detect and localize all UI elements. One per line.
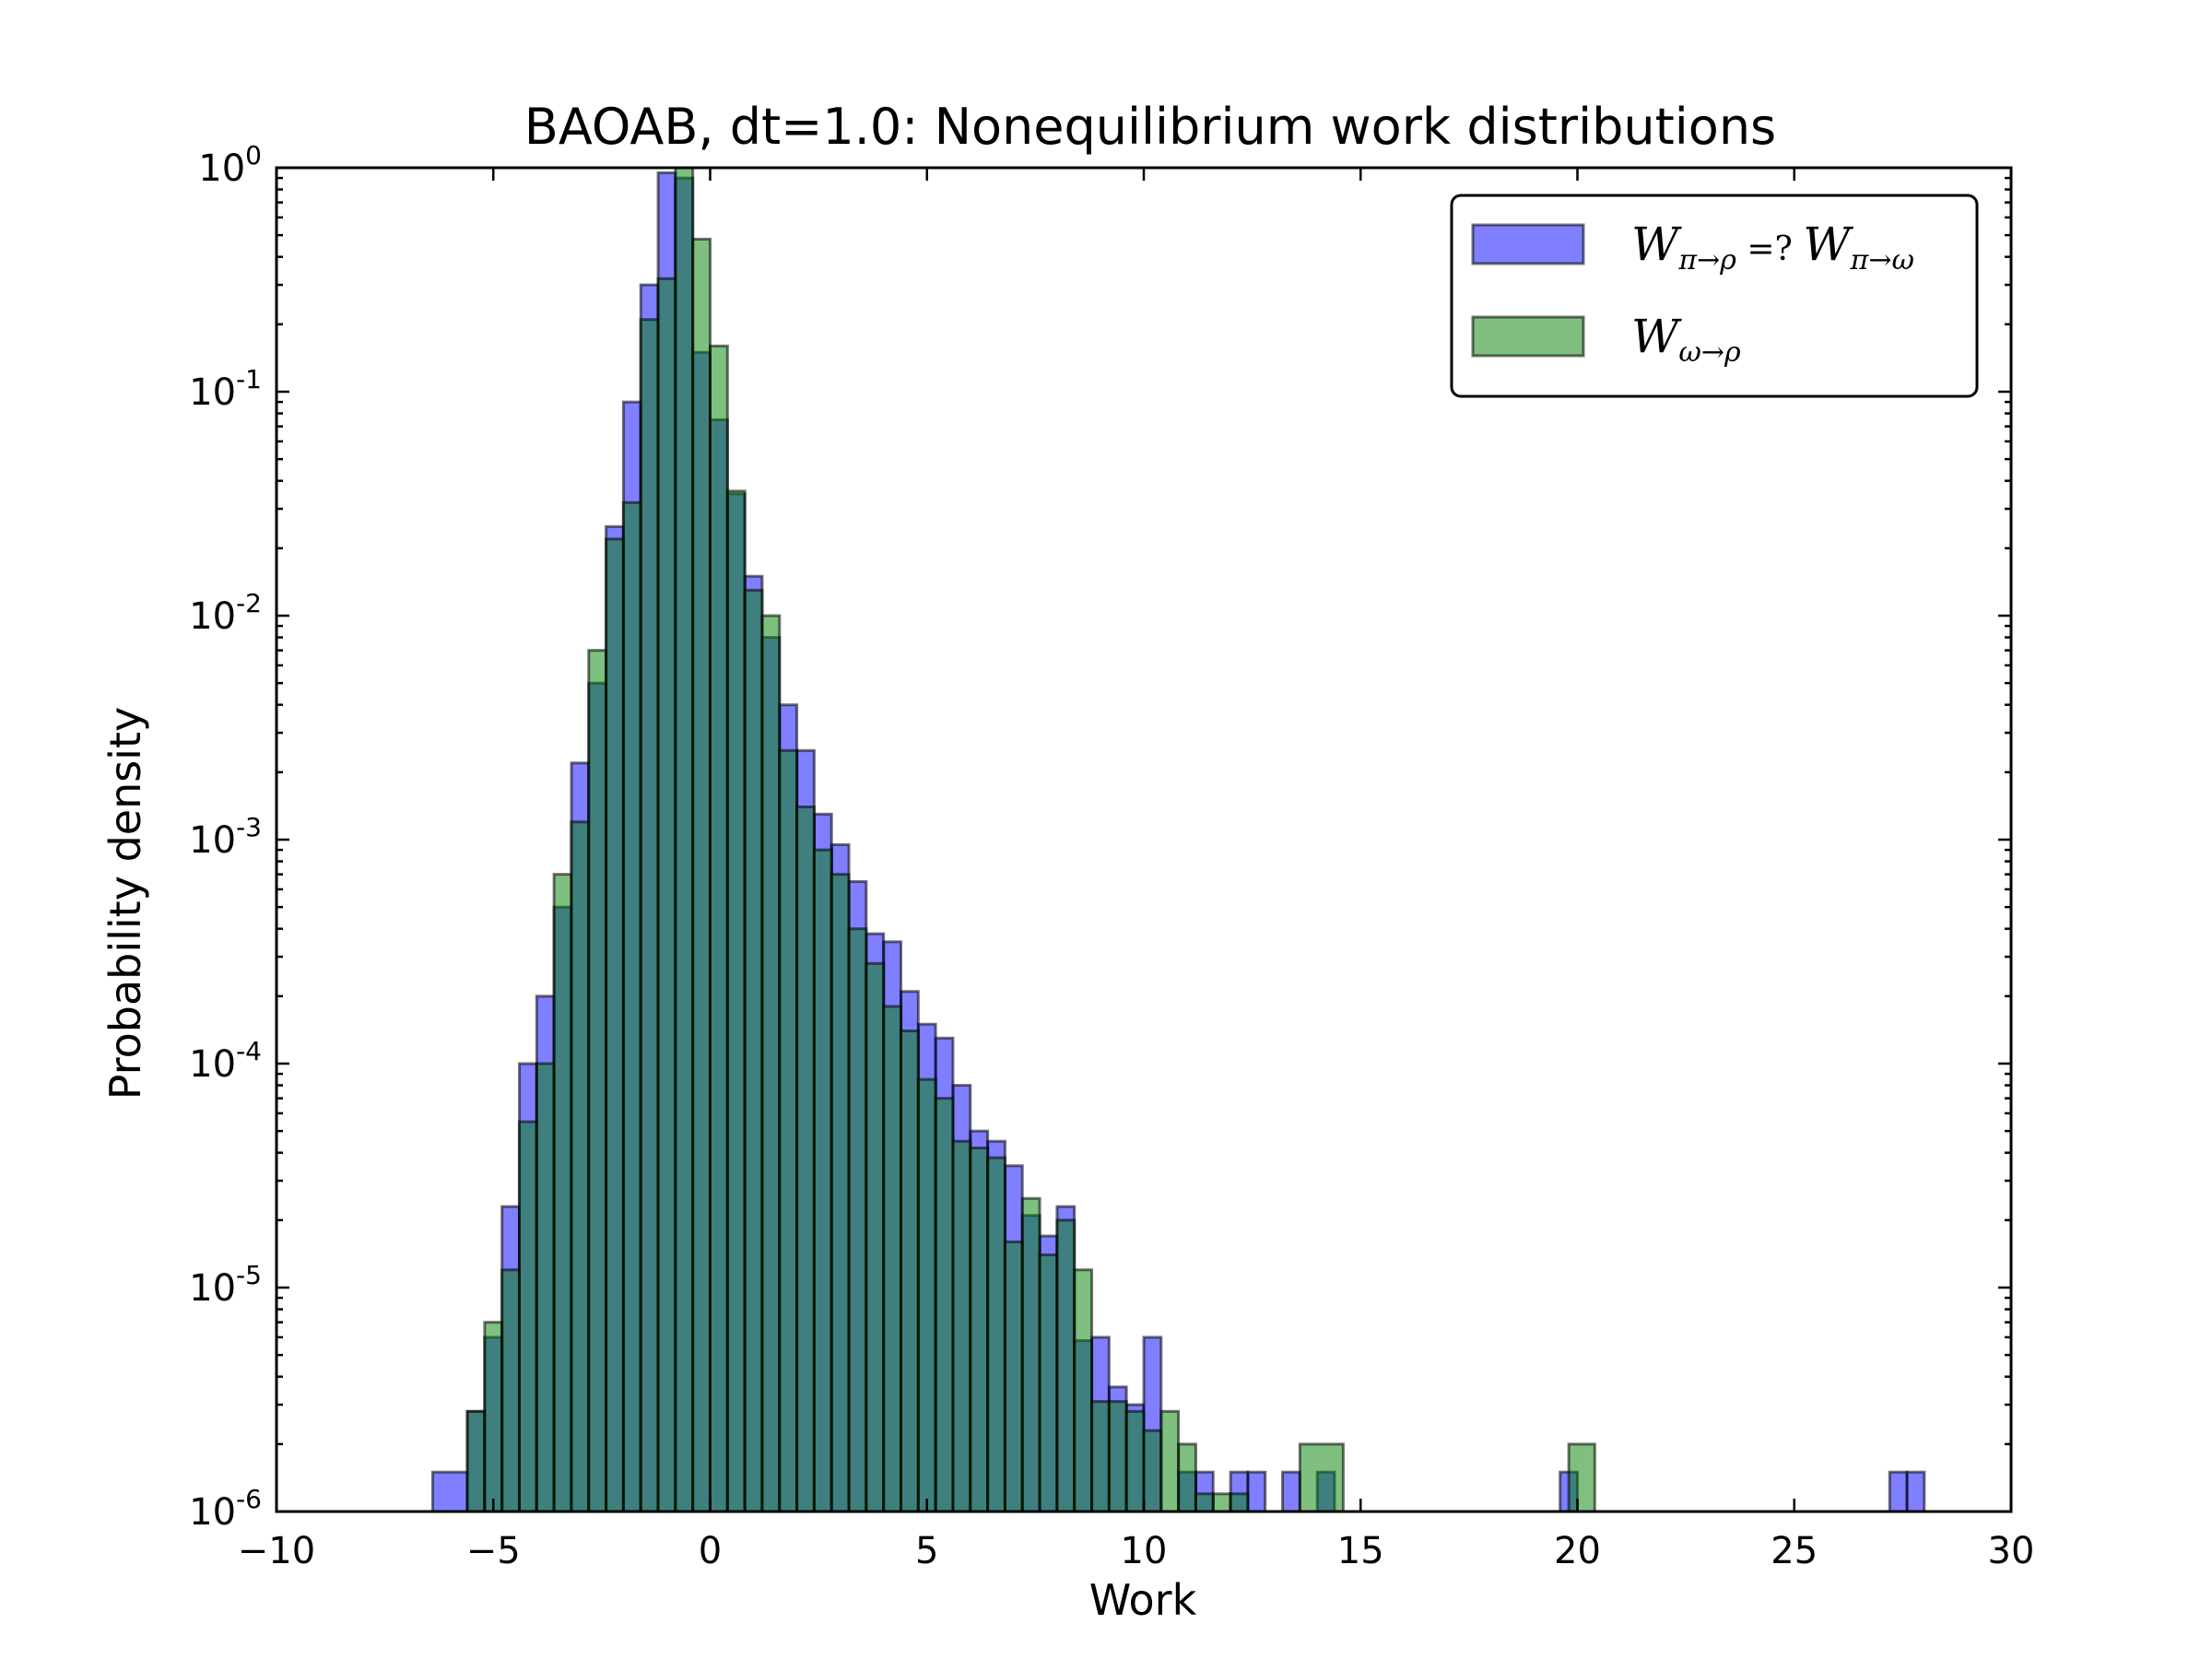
x-tick-label: 10: [1121, 1530, 1168, 1572]
bar: [621, 500, 642, 1513]
bar: [1298, 1442, 1345, 1513]
y-tick-label: 10-2: [189, 588, 262, 638]
bar: [1888, 1470, 1909, 1513]
bar: [865, 961, 886, 1513]
bar: [795, 805, 816, 1513]
bar: [760, 614, 782, 1513]
bar: [1159, 1409, 1181, 1513]
bar: [916, 1077, 937, 1513]
x-tick-label: 20: [1554, 1530, 1601, 1572]
bar: [1090, 1400, 1111, 1513]
bar: [552, 873, 573, 1513]
y-tick-label: 10-1: [189, 364, 262, 414]
legend: Wπ→ρ =? Wπ→ω Wω→ρ: [1450, 194, 1979, 398]
x-axis-label: Work: [1089, 1575, 1197, 1625]
legend-label: Wω→ρ: [1631, 310, 1741, 369]
bar: [709, 344, 729, 1513]
bar: [1905, 1470, 1926, 1513]
y-tick-label: 10-6: [189, 1484, 262, 1534]
ticks-layer: −10 −5 0 5 10 15 20 25 30 100 10-1 10-2 10-3 10-4 10-5…: [189, 140, 2034, 1572]
bar: [1142, 1429, 1163, 1513]
bar: [1211, 1492, 1232, 1513]
bar: [1281, 1470, 1301, 1513]
x-tick-label: 30: [1988, 1530, 2035, 1572]
y-axis-label: Probability density: [100, 707, 150, 1100]
bar: [951, 1139, 972, 1513]
bar: [743, 588, 764, 1513]
bar: [570, 820, 591, 1513]
bar: [1567, 1442, 1596, 1513]
bar: [483, 1321, 504, 1513]
bar: [691, 237, 712, 1513]
bar: [830, 873, 851, 1513]
bar: [656, 276, 677, 1513]
bar: [517, 1120, 538, 1513]
y-tick-label: 10-5: [189, 1260, 262, 1310]
bar: [605, 537, 625, 1513]
bar: [674, 166, 695, 1513]
bar: [882, 1005, 903, 1513]
bar: [969, 1147, 990, 1513]
bar: [1124, 1409, 1146, 1513]
series-1-bars: [465, 166, 1596, 1513]
x-tick-label: 25: [1771, 1530, 1818, 1572]
bar: [535, 1062, 556, 1513]
y-tick-label: 10-4: [189, 1036, 262, 1086]
bar: [1038, 1253, 1059, 1513]
bar: [500, 1268, 521, 1513]
bar: [1246, 1470, 1267, 1513]
y-tick-label: 100: [198, 140, 262, 190]
x-tick-label: 5: [915, 1530, 938, 1572]
bar: [934, 1097, 955, 1513]
bar: [1107, 1400, 1128, 1513]
bar: [778, 748, 799, 1513]
bar: [639, 318, 660, 1513]
x-tick-label: 15: [1337, 1530, 1384, 1572]
bar: [1177, 1442, 1197, 1513]
x-tick-label: −5: [466, 1530, 521, 1572]
bar: [1194, 1492, 1215, 1513]
bar: [1229, 1492, 1250, 1513]
bar: [812, 848, 833, 1513]
legend-swatch: [1471, 223, 1585, 265]
bar: [430, 1470, 469, 1513]
bar: [1055, 1218, 1077, 1513]
chart-title: BAOAB, dt=1.0: Nonequilibrium work distr…: [524, 98, 1776, 156]
bar: [847, 927, 868, 1513]
bar: [900, 1029, 920, 1513]
legend-label: Wπ→ρ =? Wπ→ω: [1631, 218, 1914, 276]
bar: [465, 1409, 487, 1513]
bar: [587, 649, 608, 1513]
bar: [1073, 1268, 1094, 1513]
bar: [725, 489, 747, 1513]
x-tick-label: −10: [238, 1530, 315, 1572]
legend-swatch: [1471, 315, 1585, 358]
x-tick-label: 0: [699, 1530, 722, 1572]
bar: [1003, 1240, 1024, 1513]
y-tick-label: 10-3: [189, 812, 262, 862]
bar: [986, 1156, 1006, 1513]
bar: [1020, 1196, 1041, 1513]
